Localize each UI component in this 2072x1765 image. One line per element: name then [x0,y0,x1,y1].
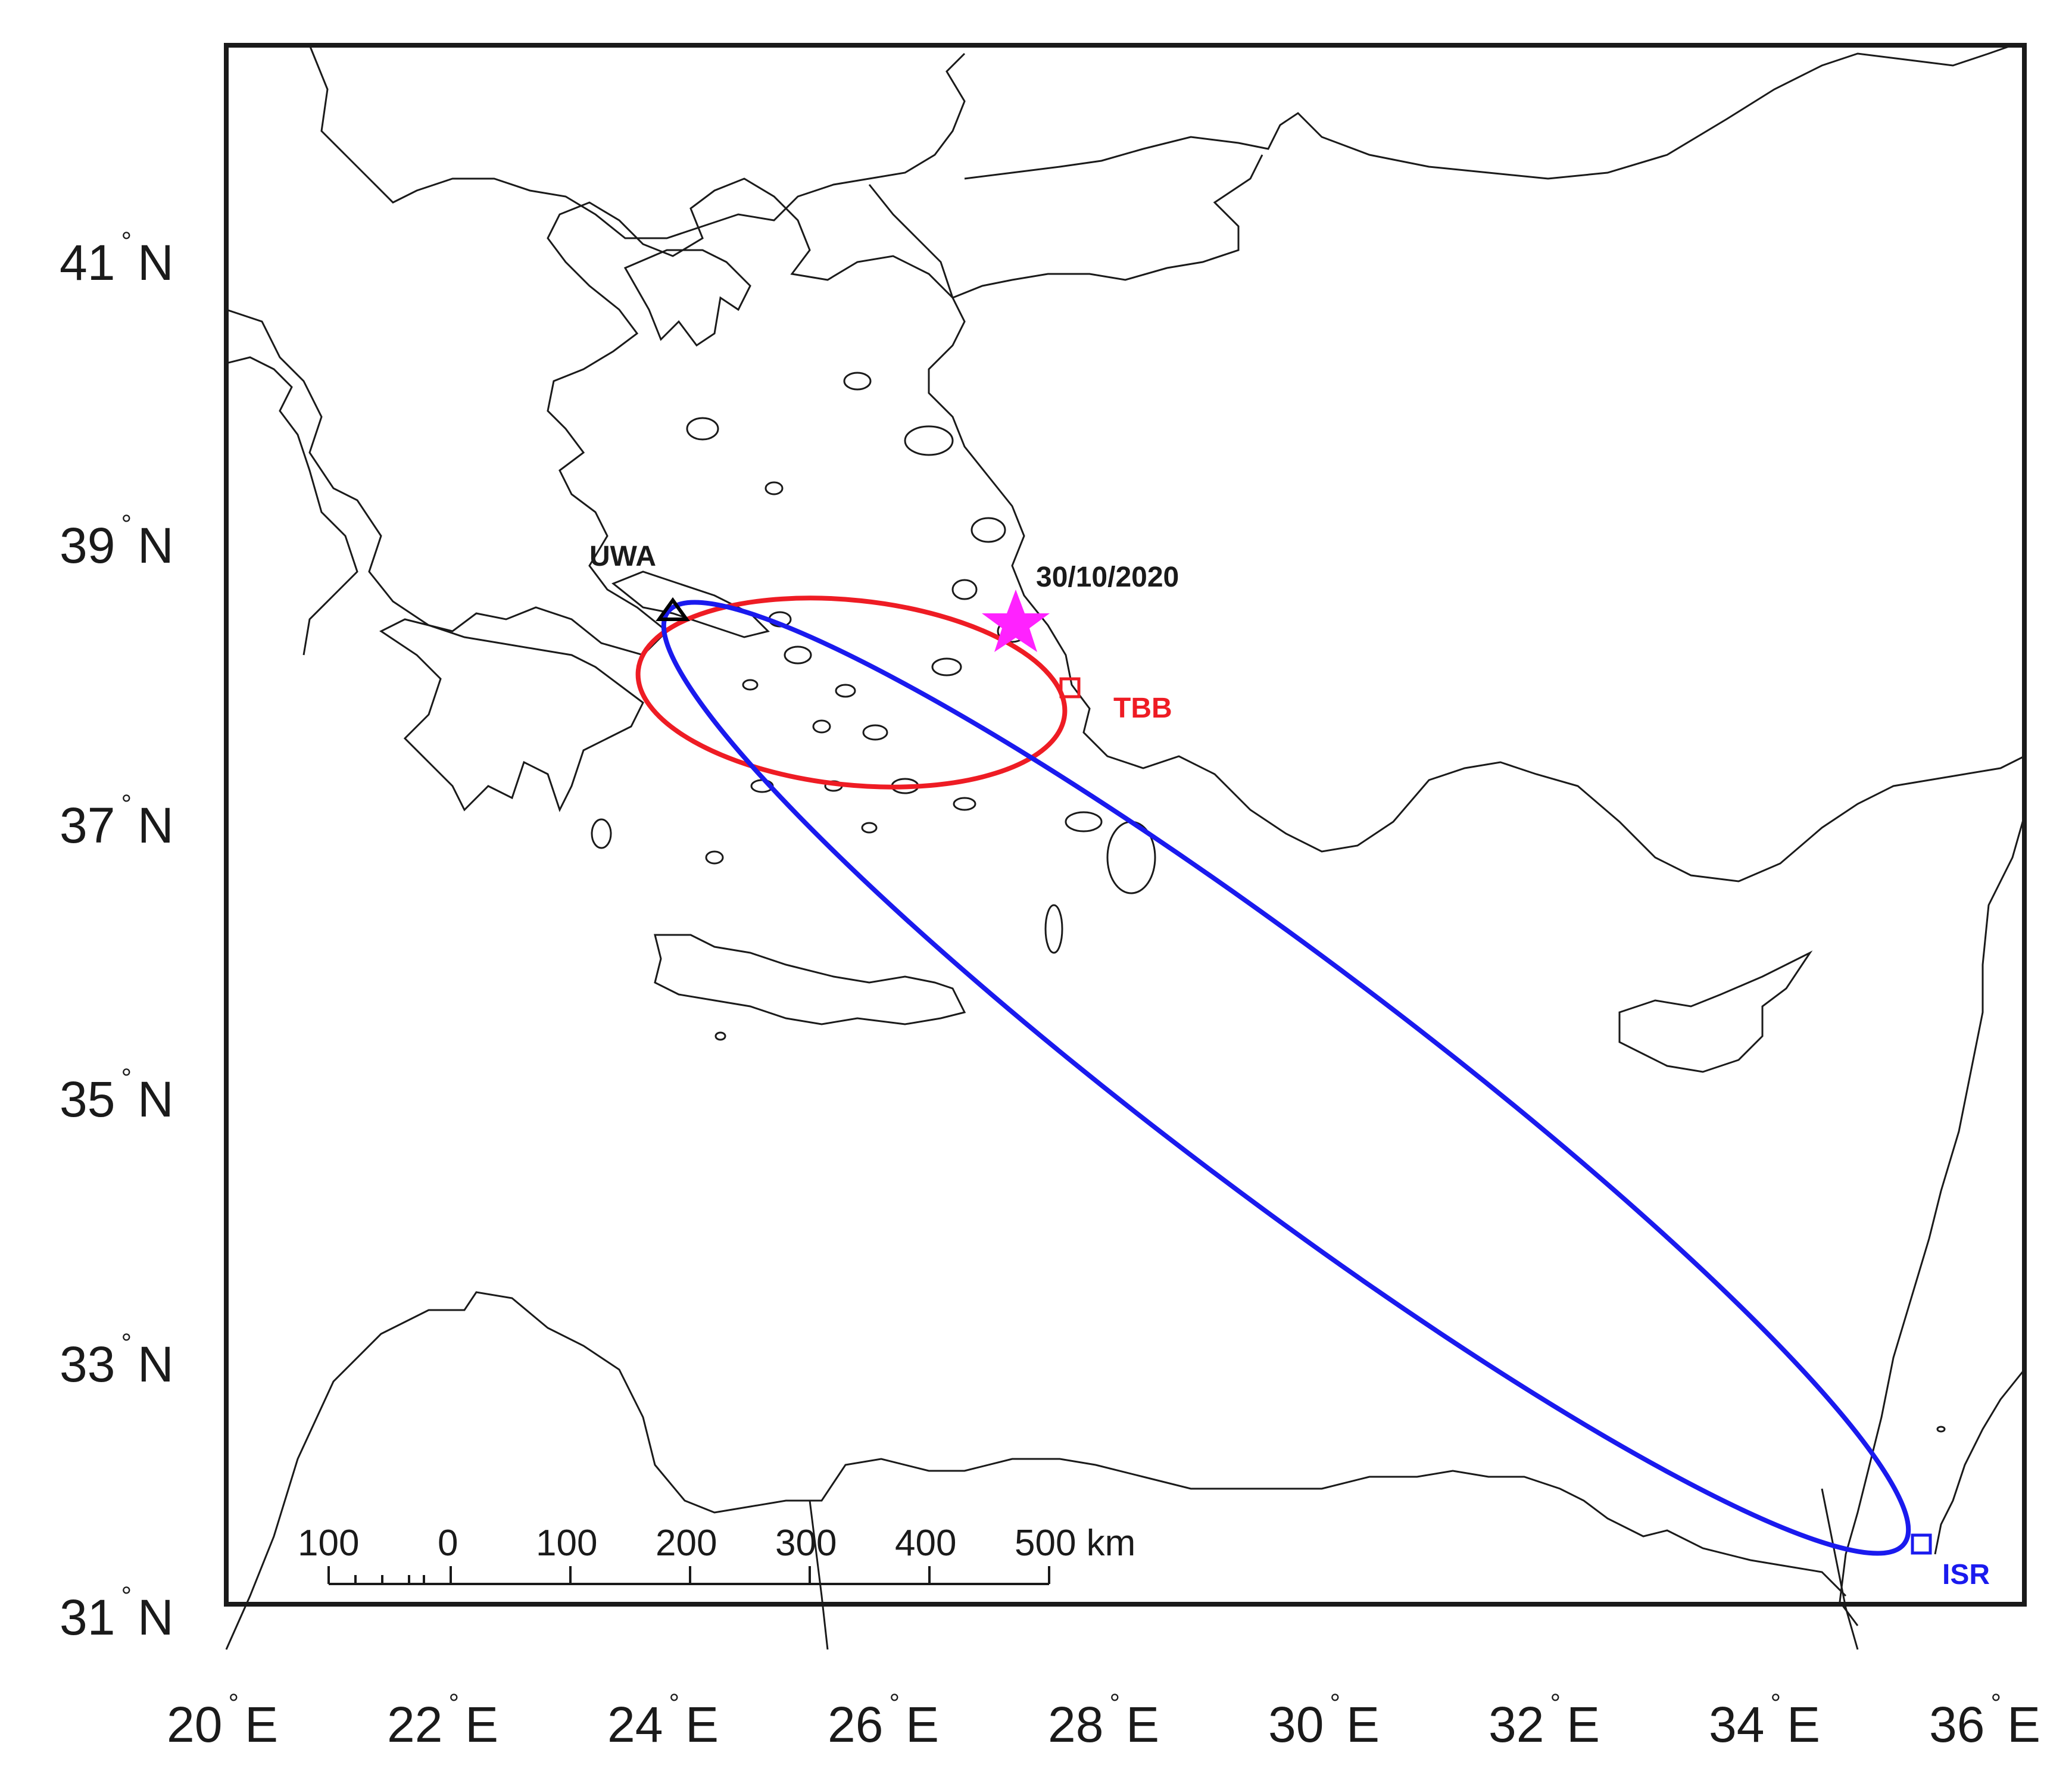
ellipse-layer [635,595,1911,1556]
island [784,645,812,665]
coastlines [225,44,2026,1650]
island [843,372,872,391]
island [686,417,719,441]
station-tbb-label: TBB [1113,693,1172,724]
station-isr: ISR [1911,1533,1990,1591]
scale-label: 0 [438,1523,458,1564]
scale-label: 500 km [1015,1523,1135,1564]
border-balkans [868,184,954,298]
island [971,517,1006,543]
island [714,1031,726,1041]
epicenter-star-icon [982,590,1050,652]
scale-label: 100 [298,1523,359,1564]
lat-label: 33 ° N [60,1329,174,1392]
coastline-greece-mainland [226,177,2025,883]
lon-label: 30 ° E [1268,1689,1380,1752]
event-epicenter: 30/10/2020 [982,562,1179,652]
island [742,679,759,691]
scale-label: 100 [536,1523,597,1564]
lon-label: 26 ° E [828,1689,939,1752]
lon-label: 24 ° E [607,1689,719,1752]
island [835,684,856,698]
station-isr-label: ISR [1942,1559,1990,1591]
event-date-label: 30/10/2020 [1036,562,1179,593]
lat-label: 41 ° N [60,227,174,291]
scale-bar [327,1566,1050,1585]
coastline-cyprus [1618,950,1813,1073]
island [951,579,978,600]
island [591,818,612,849]
station-isr-square-icon [1911,1533,1932,1555]
island [812,719,831,734]
lat-label: 31 ° N [60,1582,174,1645]
lat-label: 35 ° N [60,1064,174,1127]
coastline-north-africa [225,1291,1847,1650]
lon-label: 34 ° E [1709,1689,1820,1752]
coastline-bosporus [952,154,1263,299]
scale-bar-labels: 100 0 100 200 300 400 500 km [298,1523,1135,1564]
island [1065,811,1103,832]
station-tbb: TBB [1059,677,1172,724]
island [1936,1426,1946,1433]
coastline-levant [1839,815,2026,1626]
scale-label: 400 [895,1523,956,1564]
island [705,850,724,865]
lat-label: 37 ° N [60,790,174,853]
lat-label: 39 ° N [60,510,174,573]
coastline-black-sea [964,44,2013,180]
station-tbb-square-icon [1059,677,1081,698]
island [904,425,954,456]
island [862,724,888,741]
island [861,822,878,834]
island [931,657,962,676]
ellipse-uwa-isr [661,600,1911,1556]
ellipse-uwa-tbb [635,595,1068,790]
lon-label: 32 ° E [1489,1689,1600,1752]
border-egypt-israel [1821,1488,1859,1650]
station-uwa-label: UWA [589,541,656,572]
lon-label: 36 ° E [1929,1689,2040,1752]
coastline-albania [226,356,358,656]
coastline-levant-inner [1934,1369,2026,1555]
longitude-labels: 20 ° E 22 ° E 24 ° E 26 ° E 28 ° E 30 ° E 32 ° E 34 ° E … [167,1689,2040,1752]
scale-label: 300 [775,1523,837,1564]
coastline-north-upper [308,45,966,239]
station-uwa-triangle-icon [656,597,690,621]
island [953,797,976,811]
island [1044,904,1063,954]
border-libya-egypt [809,1500,829,1650]
coastline-peloponnese [379,618,644,812]
station-uwa: UWA [589,541,690,621]
lon-label: 28 ° E [1048,1689,1159,1752]
coastline-crete [654,934,966,1025]
latitude-labels: 41 ° N 39 ° N 37 ° N 35 ° N 33 ° N 31 ° N [60,227,174,1645]
island [764,481,784,495]
lon-label: 20 ° E [167,1689,278,1752]
map-frame [224,43,2027,1607]
coastline-chalkidiki [623,249,751,347]
scale-label: 200 [656,1523,717,1564]
lon-label: 22 ° E [387,1689,498,1752]
